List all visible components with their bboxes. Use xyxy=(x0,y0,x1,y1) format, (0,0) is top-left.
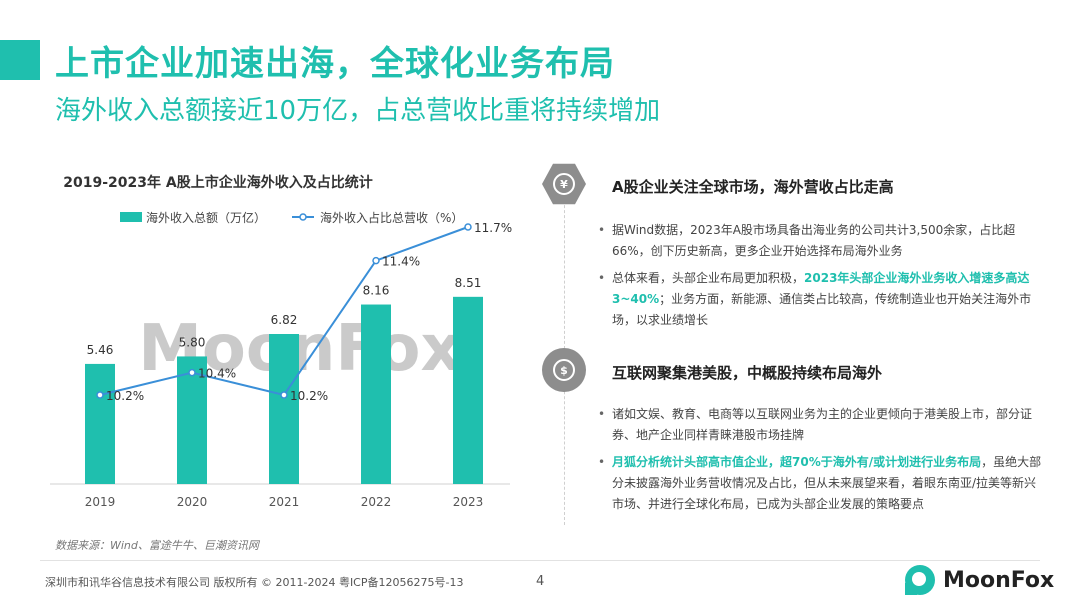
x-tick-label: 2021 xyxy=(269,495,300,509)
page-number: 4 xyxy=(536,574,545,589)
list-item: 诸如文娱、教育、电商等以互联网业务为主的企业更倾向于港美股上市，部分证券、地产企… xyxy=(598,404,1048,446)
legend-label-bar: 海外收入总额（万亿） xyxy=(146,210,266,225)
bar xyxy=(85,363,115,484)
title-accent-bar xyxy=(0,40,40,80)
x-tick-label: 2020 xyxy=(177,495,208,509)
page-subtitle: 海外收入总额接近10万亿，占总营收比重将持续增加 xyxy=(55,96,661,126)
line-point xyxy=(96,391,104,399)
chart-title: 2019-2023年 A股上市企业海外收入及占比统计 xyxy=(63,174,372,191)
x-tick-label: 2023 xyxy=(453,495,484,509)
moonfox-logo: MoonFox xyxy=(905,562,1054,598)
list-item: 总体来看，头部企业布局更加积极，2023年头部企业海外业务收入增速多高达3~40… xyxy=(598,268,1048,331)
line-point xyxy=(188,368,196,377)
list-item: 据Wind数据，2023年A股市场具备出海业务的公司共计3,500余家，占比超6… xyxy=(598,220,1048,262)
bar-value-label: 5.46 xyxy=(87,343,114,357)
legend-marker-line xyxy=(299,213,307,221)
yen-icon: ¥ xyxy=(542,163,586,205)
line-point xyxy=(280,391,288,399)
legend-label-line: 海外收入占比总营收（%） xyxy=(320,210,463,225)
legend-swatch-bar xyxy=(120,212,142,222)
highlight-text: 月狐分析统计头部高市值企业，超70%于海外有/或计划进行业务布局 xyxy=(612,455,982,469)
x-tick-label: 2019 xyxy=(85,495,116,509)
line-value-label: 10.2% xyxy=(290,389,328,403)
list-item: 月狐分析统计头部高市值企业，超70%于海外有/或计划进行业务布局，虽绝大部分未披… xyxy=(598,452,1048,515)
highlight-text: 2023年头部企业海外业务收入增速多高达3~40% xyxy=(612,271,1030,306)
section-heading-internet: 互联网聚集港美股，中概股持续布局海外 xyxy=(612,364,883,382)
line-point xyxy=(372,256,380,265)
moonfox-logo-icon xyxy=(905,565,935,595)
section-bullets-internet: 诸如文娱、教育、电商等以互联网业务为主的企业更倾向于港美股上市，部分证券、地产企… xyxy=(598,404,1048,521)
section-heading-a-share: A股企业关注全球市场，海外营收占比走高 xyxy=(612,178,894,196)
bar-value-label: 5.80 xyxy=(179,335,206,349)
line-value-label: 11.7% xyxy=(474,221,512,235)
data-source: 数据来源：Wind、富途牛牛、巨潮资讯网 xyxy=(55,539,259,552)
stock-chart-icon: $ xyxy=(542,348,586,392)
page-title: 上市企业加速出海，全球化业务布局 xyxy=(55,44,615,84)
footer-copyright: 深圳市和讯华谷信息技术有限公司 版权所有 © 2011-2024 粤ICP备12… xyxy=(45,576,464,589)
bar xyxy=(269,334,299,484)
bar xyxy=(177,356,207,484)
bar-value-label: 8.16 xyxy=(363,284,390,298)
line-point xyxy=(464,223,472,231)
bar xyxy=(453,296,483,484)
footer-divider xyxy=(40,560,1040,561)
line-value-label: 11.4% xyxy=(382,255,420,269)
line-value-label: 10.2% xyxy=(106,389,144,403)
bar xyxy=(361,304,391,484)
section-bullets-a-share: 据Wind数据，2023年A股市场具备出海业务的公司共计3,500余家，占比超6… xyxy=(598,220,1048,337)
bar-value-label: 8.51 xyxy=(455,276,482,290)
bar-value-label: 6.82 xyxy=(271,313,298,327)
x-tick-label: 2022 xyxy=(361,495,392,509)
logo-text: MoonFox xyxy=(943,567,1055,593)
line-value-label: 10.4% xyxy=(198,367,236,381)
chart-container: 2019-2023年 A股上市企业海外收入及占比统计海外收入总额（万亿） 海外收入… xyxy=(40,160,540,520)
